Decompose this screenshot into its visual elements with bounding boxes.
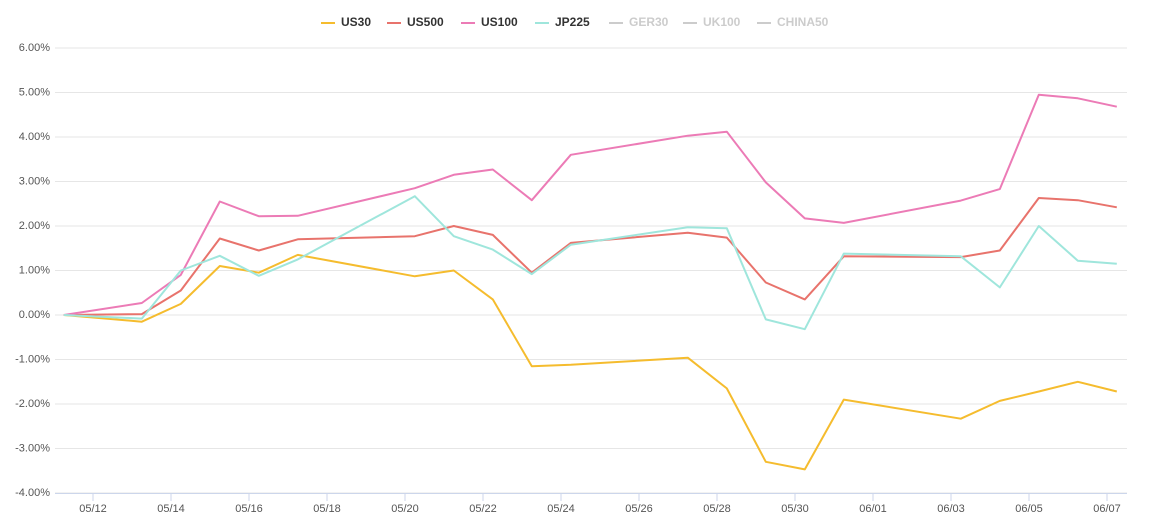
legend-label: UK100 — [703, 15, 741, 29]
legend-label: US100 — [481, 15, 518, 29]
x-tick-label: 06/01 — [859, 503, 887, 515]
legend-item[interactable]: GER30 — [609, 15, 669, 29]
x-tick-label: 05/20 — [391, 503, 419, 515]
x-tick-label: 06/07 — [1093, 503, 1121, 515]
x-tick-label: 06/03 — [937, 503, 965, 515]
x-tick-label: 05/24 — [547, 503, 575, 515]
series-line — [63, 93, 1118, 316]
legend-item[interactable]: JP225 — [535, 15, 590, 29]
x-tick-label: 05/16 — [235, 503, 263, 515]
y-tick-label: 0.00% — [19, 309, 50, 321]
legend-item[interactable]: US100 — [461, 15, 518, 29]
legend-item[interactable]: CHINA50 — [757, 15, 829, 29]
series-line — [63, 197, 1117, 316]
x-tick-label: 05/30 — [781, 503, 809, 515]
y-tick-label: 3.00% — [19, 175, 50, 187]
series-line — [63, 253, 1118, 471]
y-tick-label: -1.00% — [15, 353, 50, 365]
legend-item[interactable]: US30 — [321, 15, 371, 29]
legend-label: JP225 — [555, 15, 590, 29]
y-tick-label: 5.00% — [19, 86, 50, 98]
series-line — [63, 195, 1117, 331]
legend-item[interactable]: UK100 — [683, 15, 741, 29]
x-tick-label: 05/28 — [703, 503, 731, 515]
legend-label: CHINA50 — [777, 15, 829, 29]
y-tick-label: -4.00% — [15, 487, 50, 499]
y-tick-label: 6.00% — [19, 42, 50, 54]
y-tick-label: -2.00% — [15, 398, 50, 410]
x-tick-label: 05/14 — [157, 503, 185, 515]
x-tick-label: 06/05 — [1015, 503, 1043, 515]
x-tick-label: 05/26 — [625, 503, 653, 515]
legend-item[interactable]: US500 — [387, 15, 444, 29]
y-tick-label: 4.00% — [19, 131, 50, 143]
y-tick-label: 1.00% — [19, 264, 50, 276]
legend-label: US500 — [407, 15, 444, 29]
y-tick-label: -3.00% — [15, 442, 50, 454]
legend-label: US30 — [341, 15, 371, 29]
x-tick-label: 05/18 — [313, 503, 341, 515]
x-tick-label: 05/22 — [469, 503, 497, 515]
legend-label: GER30 — [629, 15, 669, 29]
x-tick-label: 05/12 — [79, 503, 107, 515]
y-tick-label: 2.00% — [19, 220, 50, 232]
